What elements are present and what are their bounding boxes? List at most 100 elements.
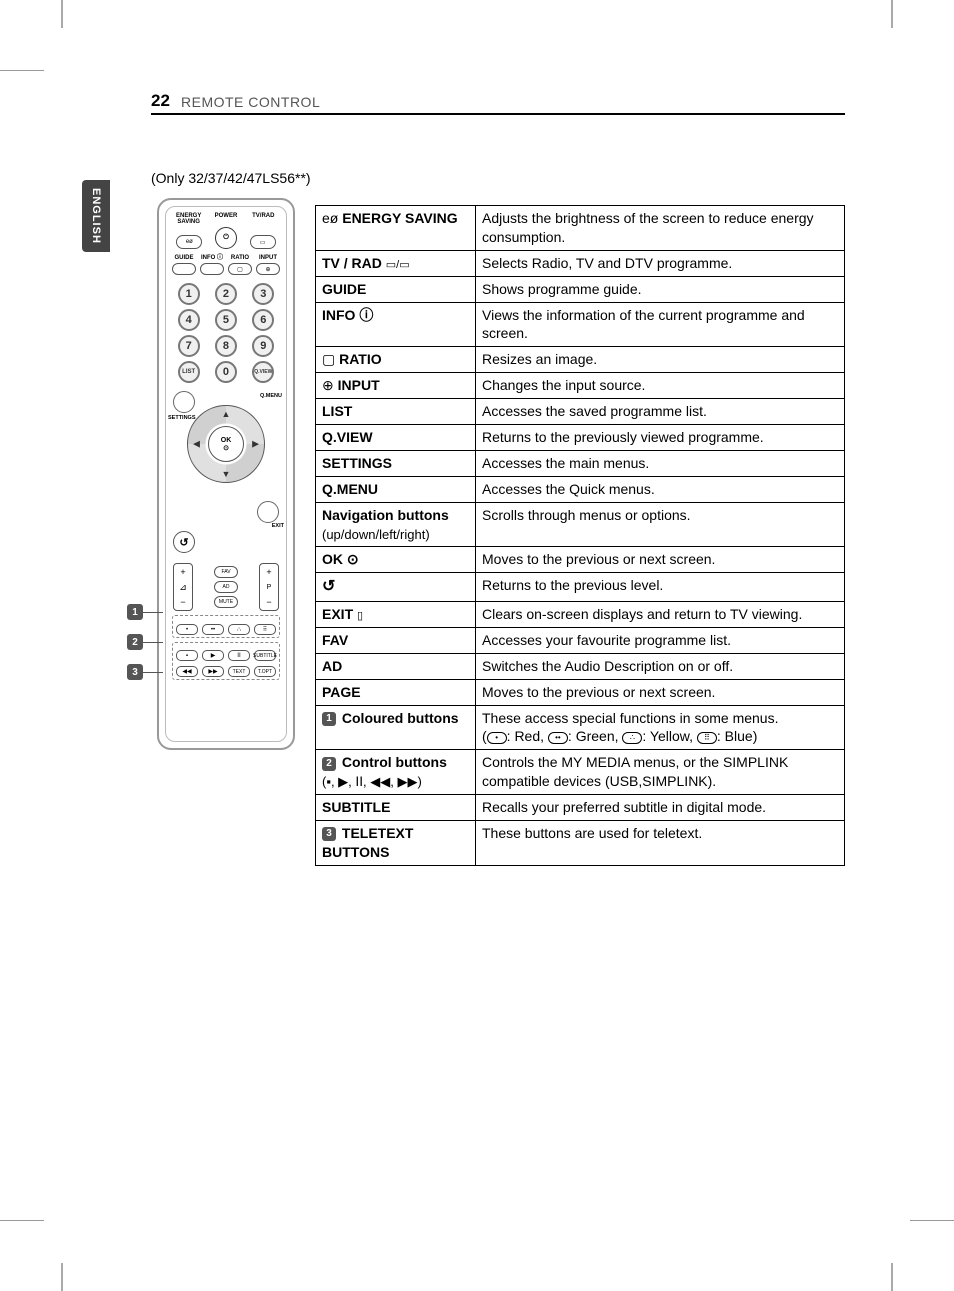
- table-row: SETTINGS Accesses the main menus.: [316, 450, 845, 476]
- dpad: ▲ ▼ ◀ ▶ OK ⊙: [187, 405, 265, 483]
- yellow-button: ∴: [228, 624, 250, 635]
- callout-3-line: [143, 672, 163, 673]
- label-text: SETTINGS: [322, 455, 392, 471]
- function-desc: Moves to the previous or next screen.: [476, 679, 845, 705]
- function-label: OK ⊙: [316, 547, 476, 573]
- power-button: ⏻: [215, 227, 237, 249]
- exit-label: EXIT: [272, 523, 284, 529]
- function-label: ▢ RATIO: [316, 347, 476, 373]
- num-2: 2: [215, 283, 237, 305]
- table-row: 1 Coloured buttonsThese access special f…: [316, 705, 845, 750]
- function-desc: Recalls your preferred subtitle in digit…: [476, 795, 845, 821]
- callout-2-line: [143, 642, 163, 643]
- language-tab: ENGLISH: [82, 180, 110, 252]
- colour-key-icon: •: [487, 732, 507, 744]
- blue-button: ⠿: [254, 624, 276, 635]
- function-label: TV / RAD ▭/▭: [316, 250, 476, 276]
- input-button: ⊕: [256, 263, 280, 275]
- function-desc: Scrolls through menus or options.: [476, 502, 845, 547]
- table-row: TV / RAD ▭/▭Selects Radio, TV and DTV pr…: [316, 250, 845, 276]
- function-label: FAV: [316, 627, 476, 653]
- ok-button: OK ⊙: [208, 426, 244, 462]
- callout-ref-icon: 3: [322, 827, 336, 841]
- page-number: 22: [151, 91, 170, 111]
- num-5: 5: [215, 309, 237, 331]
- function-label: Q.VIEW: [316, 425, 476, 451]
- crop-mark: [61, 0, 63, 28]
- callout-3: 3: [127, 664, 143, 680]
- mute-button: MUTE: [214, 596, 238, 608]
- language-label: ENGLISH: [90, 188, 102, 244]
- rewind-button: ◀◀: [176, 666, 198, 677]
- callout-1-line: [143, 612, 163, 613]
- remote-diagram: ENERGY SAVING POWER TV/RAD eø ⏻ ▭ GUIDE …: [157, 198, 295, 750]
- function-desc: Returns to the previously viewed program…: [476, 425, 845, 451]
- function-desc: Accesses the Quick menus.: [476, 476, 845, 502]
- function-table: eø ENERGY SAVINGAdjusts the brightness o…: [315, 205, 845, 866]
- function-desc: Accesses your favourite programme list.: [476, 627, 845, 653]
- settings-label: SETTINGS: [168, 415, 196, 421]
- label-text: INFO ⓘ: [322, 307, 373, 323]
- table-row: INFO ⓘViews the information of the curre…: [316, 302, 845, 347]
- function-label: Navigation buttons(up/down/left/right): [316, 502, 476, 547]
- function-desc: Clears on-screen displays and return to …: [476, 601, 845, 627]
- tvrad-button: ▭: [250, 235, 276, 249]
- crop-mark: [0, 1220, 44, 1221]
- pause-button: ⅠⅠ: [228, 650, 250, 661]
- function-label: LIST: [316, 399, 476, 425]
- info-label: INFO ⓘ: [198, 255, 226, 261]
- energy-saving-label: ENERGY SAVING: [174, 213, 204, 225]
- green-button: ••: [202, 624, 224, 635]
- qmenu-label: Q.MENU: [260, 393, 282, 399]
- table-row: Navigation buttons(up/down/left/right)Sc…: [316, 502, 845, 547]
- crop-mark: [891, 1263, 893, 1291]
- power-label: POWER: [211, 213, 241, 225]
- label-icon: eø: [322, 210, 338, 226]
- colour-key-icon: ∴: [622, 732, 642, 744]
- list-button: LIST: [178, 361, 200, 383]
- function-label: 2 Control buttons(▪, ▶, ⅠⅠ, ◀◀, ▶▶): [316, 750, 476, 795]
- table-row: GUIDEShows programme guide.: [316, 276, 845, 302]
- label-text: LIST: [322, 403, 352, 419]
- label-text: PAGE: [322, 684, 361, 700]
- function-label: 3 TELETEXT BUTTONS: [316, 820, 476, 865]
- label-icon: ▢: [322, 351, 335, 367]
- function-label: SUBTITLE: [316, 795, 476, 821]
- table-row: ⊕ INPUT Changes the input source.: [316, 373, 845, 399]
- function-desc: These buttons are used for teletext.: [476, 820, 845, 865]
- label-text: Control buttons: [342, 754, 447, 770]
- header-rule: [151, 113, 845, 115]
- label-text: Q.VIEW: [322, 429, 373, 445]
- model-note: (Only 32/37/42/47LS56**): [151, 170, 311, 186]
- energy-saving-button: eø: [176, 235, 202, 249]
- section-title: REMOTE CONTROL: [181, 94, 320, 110]
- callout-2: 2: [127, 634, 143, 650]
- callout-ref-icon: 1: [322, 712, 336, 726]
- fav-button: FAV: [214, 566, 238, 578]
- label-text: INPUT: [338, 377, 380, 393]
- remote-body: ENERGY SAVING POWER TV/RAD eø ⏻ ▭ GUIDE …: [165, 206, 287, 742]
- label-text: ENERGY SAVING: [342, 210, 457, 226]
- topt-button: T.OPT: [254, 666, 276, 677]
- ratio-button: ▢: [228, 263, 252, 275]
- function-desc: Changes the input source.: [476, 373, 845, 399]
- red-button: •: [176, 624, 198, 635]
- label-text: EXIT: [322, 606, 353, 622]
- stop-button: ▪: [176, 650, 198, 661]
- function-desc: Controls the MY MEDIA menus, or the SIMP…: [476, 750, 845, 795]
- num-0: 0: [215, 361, 237, 383]
- colour-key-icon: ••: [548, 732, 568, 744]
- settings-button: [173, 391, 195, 413]
- coloured-buttons-group: • •• ∴ ⠿: [172, 615, 280, 638]
- label-icon: ⊕: [322, 377, 334, 393]
- function-desc: Accesses the main menus.: [476, 450, 845, 476]
- label-sub: (up/down/left/right): [322, 527, 430, 542]
- table-row: ↺Returns to the previous level.: [316, 573, 845, 602]
- input-label: INPUT: [254, 255, 282, 261]
- label-text: RATIO: [339, 351, 382, 367]
- callout-ref-icon: 2: [322, 757, 336, 771]
- function-label: ↺: [316, 573, 476, 602]
- function-desc: Shows programme guide.: [476, 276, 845, 302]
- rocker-zone: +⊿− FAV AD MUTE +P−: [170, 563, 282, 611]
- crop-mark: [910, 1220, 954, 1221]
